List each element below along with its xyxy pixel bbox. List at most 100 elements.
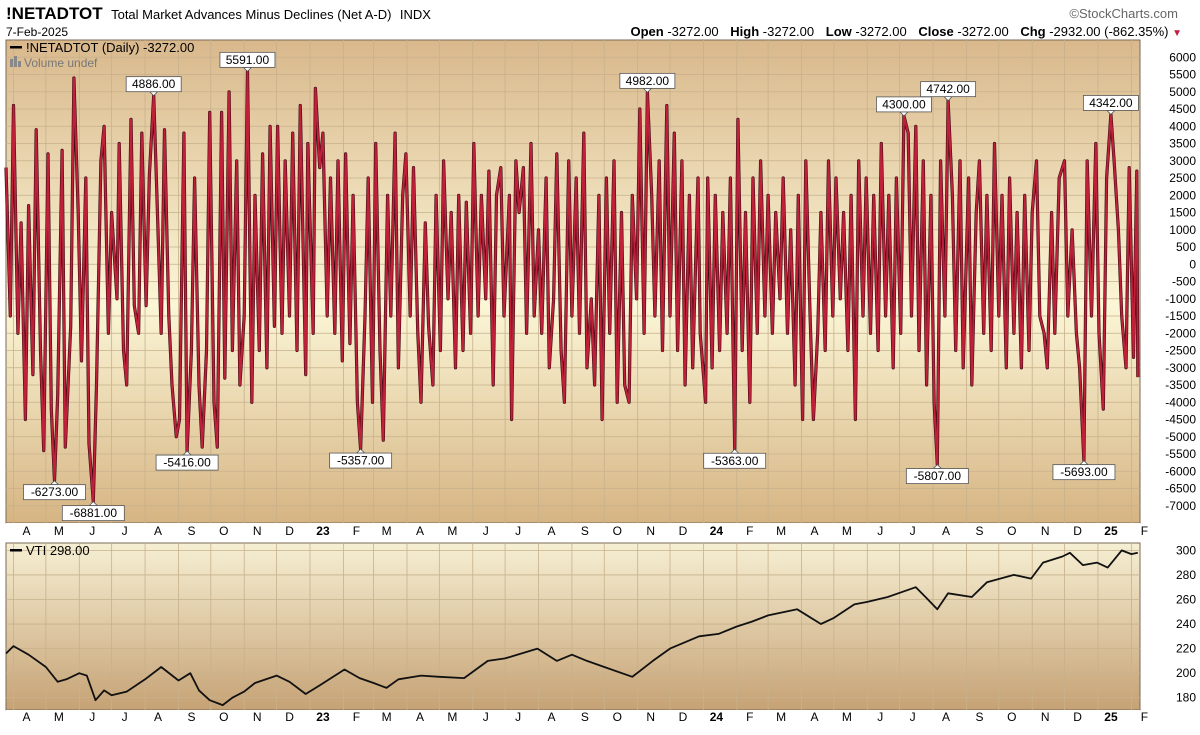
x-tick-label: J xyxy=(910,710,916,724)
x-tick-label: S xyxy=(187,524,195,538)
brand-name: StockCharts.com xyxy=(1079,6,1178,21)
x-tick-label: D xyxy=(1073,710,1082,724)
annotation-box xyxy=(219,51,276,68)
annotation-label: 4342.00 xyxy=(1089,96,1133,110)
x-tick-label: J xyxy=(483,524,489,538)
y-tick-label: -7000 xyxy=(1165,499,1196,513)
high-label: High xyxy=(730,24,760,39)
chg-value: -2932.00 (-862.35%) xyxy=(1049,24,1169,39)
low-label: Low xyxy=(825,24,852,39)
y-tick-label: 4000 xyxy=(1169,119,1196,133)
x-tick-label: 25 xyxy=(1104,710,1118,724)
y-tick-label: 3000 xyxy=(1169,154,1196,168)
x-tick-label: J xyxy=(515,710,521,724)
annotation-box xyxy=(155,454,219,471)
x-tick-label: A xyxy=(23,710,31,724)
x-tick-label: D xyxy=(1073,524,1082,538)
annotation-label: -5416.00 xyxy=(163,456,211,470)
x-tick-label: F xyxy=(1141,524,1148,538)
x-tick-label: J xyxy=(89,710,95,724)
legend-label: !NETADTOT (Daily) -3272.00 xyxy=(26,40,194,55)
annotation-box xyxy=(125,76,182,93)
y-tick-label: 280 xyxy=(1176,568,1196,582)
annotation-box xyxy=(905,468,969,484)
annotation-box xyxy=(1082,95,1139,111)
annotation-label: -5357.00 xyxy=(337,454,385,468)
x-tick-label: M xyxy=(842,710,852,724)
x-tick-label: O xyxy=(613,524,622,538)
x-tick-label: S xyxy=(187,710,195,724)
x-tick-label: J xyxy=(89,524,95,538)
x-tick-label: M xyxy=(776,524,786,538)
series-line xyxy=(5,549,1138,706)
y-tick-label: 5000 xyxy=(1169,85,1196,99)
annotation-box xyxy=(329,452,393,469)
chart-header: !NETADTOT Total Market Advances Minus De… xyxy=(6,4,431,24)
annotation-label: -5363.00 xyxy=(711,454,759,468)
x-tick-label: N xyxy=(646,524,655,538)
x-tick-label: A xyxy=(154,710,162,724)
close-label: Close xyxy=(918,24,954,39)
y-tick-label: 200 xyxy=(1176,666,1196,680)
x-tick-label: M xyxy=(776,710,786,724)
x-tick-label: N xyxy=(1041,524,1050,538)
x-tick-label: A xyxy=(154,524,162,538)
x-tick-label: M xyxy=(447,710,457,724)
x-tick-label: 25 xyxy=(1104,524,1118,538)
annotation-box xyxy=(61,505,125,522)
x-tick-label: M xyxy=(382,710,392,724)
x-tick-label: N xyxy=(253,710,262,724)
advance-decline-panel[interactable]: A M J J A S O N D 23 F M A M J J A S O N D 24 F M A M J J A S O N D 25 F 60… xyxy=(4,39,1196,539)
x-tick-label: 24 xyxy=(710,524,724,538)
volume-icon xyxy=(10,59,13,67)
y-tick-label: 4500 xyxy=(1169,102,1196,116)
y-tick-label: 180 xyxy=(1176,691,1196,705)
annotation-box xyxy=(876,96,932,113)
y-tick-label: -6500 xyxy=(1165,482,1196,496)
symbol-title: !NETADTOT xyxy=(6,4,103,23)
y-tick-label: 6000 xyxy=(1169,50,1196,64)
open-value: -3272.00 xyxy=(667,24,719,39)
chart-date: 7-Feb-2025 xyxy=(6,25,69,39)
x-tick-label: S xyxy=(975,524,983,538)
x-tick-label: A xyxy=(811,524,819,538)
y-tick-label: 0 xyxy=(1189,257,1196,271)
x-tick-label: O xyxy=(613,710,622,724)
annotation-box xyxy=(703,452,767,469)
x-tick-label: A xyxy=(547,524,555,538)
y-tick-label: 1500 xyxy=(1169,206,1196,220)
x-tick-label: S xyxy=(975,710,983,724)
x-tick-label: J xyxy=(877,524,883,538)
x-tick-label: O xyxy=(219,710,228,724)
brand-logo[interactable]: ©StockCharts.com xyxy=(1069,6,1178,21)
y-tick-label: 2500 xyxy=(1169,171,1196,185)
x-tick-label: F xyxy=(746,524,753,538)
x-tick-label: A xyxy=(811,710,819,724)
x-tick-label: J xyxy=(910,524,916,538)
vti-panel[interactable]: A M J J A S O N D 23 F M A M J J A S O N D 24 F M A M J J A S O N D 25 F 30… xyxy=(5,542,1196,725)
x-tick-label: F xyxy=(746,710,753,724)
x-tick-label: M xyxy=(382,524,392,538)
volume-label: Volume undef xyxy=(24,56,98,70)
annotation-label: 5591.00 xyxy=(226,53,270,67)
x-tick-label: M xyxy=(447,524,457,538)
x-tick-label: D xyxy=(285,524,294,538)
x-axis-band xyxy=(6,710,1140,725)
x-tick-label: N xyxy=(1041,710,1050,724)
y-tick-label: -6000 xyxy=(1165,464,1196,478)
triangle-down-icon: ▼ xyxy=(1172,28,1182,39)
annotation-label: 4886.00 xyxy=(132,77,176,91)
exchange-label: INDX xyxy=(399,7,431,22)
open-label: Open xyxy=(630,24,664,39)
annotation-box xyxy=(23,484,86,501)
x-tick-label: 23 xyxy=(316,710,330,724)
copyright-icon: © xyxy=(1069,6,1080,21)
y-tick-label: 5500 xyxy=(1169,68,1196,82)
x-axis-band xyxy=(6,523,1140,539)
y-tick-label: 220 xyxy=(1176,642,1196,656)
x-tick-label: S xyxy=(581,710,589,724)
x-tick-label: F xyxy=(353,710,360,724)
y-tick-label: 300 xyxy=(1176,543,1196,557)
annotation-label: 4982.00 xyxy=(626,74,670,88)
